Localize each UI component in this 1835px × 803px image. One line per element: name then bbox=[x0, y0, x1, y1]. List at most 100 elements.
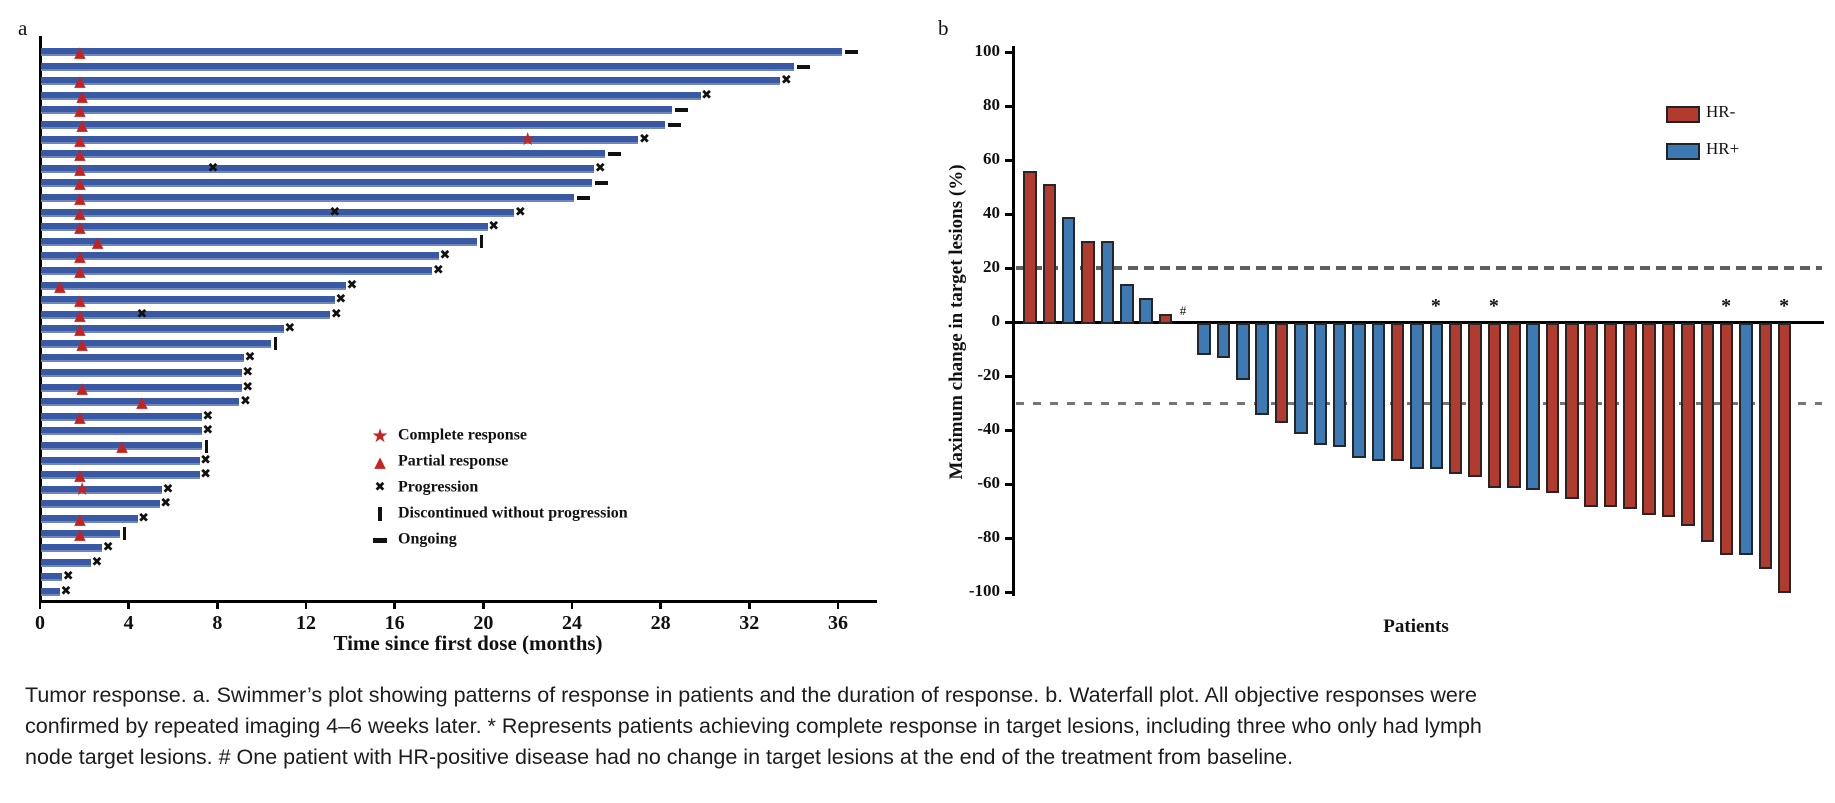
axis-tick bbox=[836, 600, 840, 609]
ongoing-dash-icon bbox=[373, 537, 387, 543]
waterfall-bar bbox=[1120, 284, 1134, 324]
swimmer-bar bbox=[41, 369, 242, 378]
caption-line: node target lesions. # One patient with … bbox=[25, 745, 1294, 769]
axis-tick-label: 36 bbox=[827, 612, 848, 634]
waterfall-bar bbox=[1216, 323, 1231, 359]
waterfall-bar bbox=[1642, 323, 1656, 515]
swimmer-bar bbox=[41, 252, 439, 261]
legend-label: Progression bbox=[398, 478, 479, 496]
panel-b-zero-line bbox=[1012, 320, 1824, 324]
ongoing-dash-icon bbox=[577, 195, 591, 200]
panel-b-x-axis-title: Patients bbox=[1383, 616, 1449, 637]
axis-tick bbox=[1005, 483, 1013, 486]
complete-response-asterisk: * bbox=[1779, 295, 1790, 317]
swimmer-bar bbox=[41, 471, 200, 480]
swimmer-bar bbox=[41, 500, 160, 509]
waterfall-bar bbox=[1661, 323, 1676, 518]
legend-label: Discontinued without progression bbox=[398, 504, 628, 522]
axis-tick bbox=[1005, 267, 1013, 270]
figure-caption: Tumor response. a. Swimmer’s plot showin… bbox=[25, 680, 1815, 773]
swimmer-bar bbox=[41, 325, 284, 334]
waterfall-bar bbox=[1255, 323, 1269, 415]
axis-tick-label: 28 bbox=[650, 612, 671, 634]
swimmer-bar bbox=[41, 208, 515, 217]
axis-tick-label: -60 bbox=[977, 473, 1000, 492]
waterfall-bar bbox=[1603, 323, 1618, 507]
axis-tick bbox=[1005, 591, 1013, 594]
axis-tick-label: 32 bbox=[739, 612, 760, 634]
waterfall-bar bbox=[1545, 323, 1560, 494]
panel-b-y-axis-title: Maximum change in target lesions (%) bbox=[946, 164, 967, 480]
waterfall-bar bbox=[1700, 323, 1714, 542]
swimmer-bar bbox=[41, 515, 138, 523]
axis-tick bbox=[1005, 51, 1013, 54]
swimmer-bar bbox=[41, 135, 639, 144]
swimmer-bar bbox=[41, 573, 63, 582]
waterfall-bar bbox=[1410, 323, 1424, 469]
swimmer-bar bbox=[41, 77, 781, 86]
waterfall-bar bbox=[1236, 323, 1250, 380]
swimmer-bar bbox=[41, 150, 606, 159]
swimmer-bar bbox=[41, 339, 271, 348]
swimmer-bar bbox=[41, 310, 331, 319]
legend-label: Complete response bbox=[398, 426, 528, 444]
swimmer-bar bbox=[41, 398, 240, 407]
complete-response-asterisk: * bbox=[1721, 295, 1732, 317]
axis-tick-label: -40 bbox=[977, 419, 1000, 438]
swimmer-bar bbox=[41, 456, 200, 465]
waterfall-bar bbox=[1294, 323, 1308, 434]
swimmer-bar bbox=[41, 412, 202, 421]
waterfall-bar bbox=[1468, 323, 1482, 477]
axis-tick-label: -100 bbox=[968, 581, 1000, 600]
waterfall-bar bbox=[1681, 323, 1695, 526]
waterfall-bar bbox=[1448, 323, 1463, 475]
ongoing-dash-icon bbox=[668, 122, 682, 127]
complete-response-asterisk: * bbox=[1430, 295, 1441, 317]
waterfall-bar bbox=[1526, 323, 1540, 491]
waterfall-bar bbox=[1584, 323, 1598, 507]
swimmer-bar bbox=[41, 48, 843, 56]
waterfall-bar bbox=[1332, 323, 1347, 448]
swimmer-bar bbox=[41, 179, 592, 188]
axis-tick bbox=[1005, 375, 1013, 378]
axis-tick bbox=[1005, 537, 1013, 540]
axis-tick-label: -80 bbox=[977, 527, 1000, 546]
swimmer-bar bbox=[41, 383, 242, 392]
swimmer-bar bbox=[41, 529, 120, 538]
waterfall-bar bbox=[1023, 170, 1037, 324]
axis-tick-label: 20 bbox=[983, 257, 1000, 276]
axis-tick-label: 20 bbox=[473, 612, 494, 634]
swimmer-bar bbox=[41, 587, 60, 596]
swimmer-bar bbox=[41, 354, 244, 363]
caption-line: Tumor response. a. Swimmer’s plot showin… bbox=[25, 683, 1478, 707]
swimmer-bar bbox=[41, 62, 794, 71]
reference-line-20 bbox=[1016, 266, 1822, 270]
waterfall-bar bbox=[1158, 313, 1173, 324]
axis-tick-label: 80 bbox=[983, 95, 1000, 114]
axis-tick-label: 8 bbox=[212, 612, 223, 634]
waterfall-bar bbox=[1565, 323, 1579, 499]
axis-tick bbox=[1005, 105, 1013, 108]
legend-label: Ongoing bbox=[398, 530, 457, 548]
axis-tick-label: 100 bbox=[974, 41, 1001, 60]
waterfall-bar bbox=[1100, 241, 1115, 324]
waterfall-bar bbox=[1739, 323, 1753, 556]
axis-tick bbox=[570, 600, 574, 609]
swimmer-bar bbox=[41, 281, 346, 290]
waterfall-bar bbox=[1352, 323, 1366, 458]
axis-tick bbox=[127, 600, 130, 609]
caption-line: confirmed by repeated imaging 4–6 weeks … bbox=[25, 714, 1482, 738]
ongoing-dash-icon bbox=[674, 108, 688, 113]
swimmer-bar bbox=[41, 223, 488, 232]
panel-a-x-axis-title: Time since first dose (months) bbox=[333, 631, 603, 655]
axis-tick bbox=[482, 600, 485, 609]
axis-tick bbox=[1005, 429, 1013, 432]
waterfall-bar bbox=[1390, 323, 1405, 461]
waterfall-bar bbox=[1313, 323, 1327, 445]
swimmer-bar bbox=[41, 237, 477, 246]
axis-tick-label: 60 bbox=[983, 149, 1000, 168]
axis-tick bbox=[38, 600, 42, 609]
ongoing-dash-icon bbox=[608, 152, 622, 157]
discontinued-tick-icon bbox=[378, 507, 382, 521]
ongoing-dash-icon bbox=[845, 50, 859, 54]
